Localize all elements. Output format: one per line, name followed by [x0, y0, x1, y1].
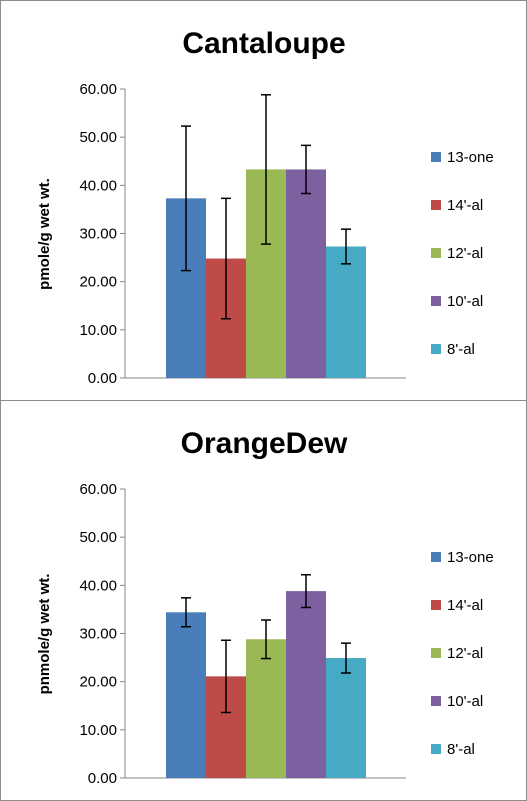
legend-swatch [431, 648, 441, 658]
legend-label: 10'-al [447, 293, 483, 310]
legend-label: 14'-al [447, 197, 483, 214]
chart-panel-cantaloupe: Cantaloupe pmole/g wet wt. 0.00 10.00 20.0… [0, 0, 527, 401]
legend-label: 8'-al [447, 741, 475, 758]
y-tick-label: 10.00 [79, 322, 117, 339]
legend-label: 13-one [447, 149, 494, 166]
y-tick-label: 10.00 [79, 722, 117, 739]
y-tick-label: 30.00 [79, 226, 117, 243]
chart-panel-orangedew: OrangeDew pnmole/g wet wt. 0.00 10.00 20.0… [0, 400, 527, 801]
legend-label: 13-one [447, 549, 494, 566]
bar [166, 612, 206, 778]
bar [286, 169, 326, 378]
y-tick-label: 20.00 [79, 674, 117, 691]
chart-title: OrangeDew [181, 427, 348, 460]
legend-label: 14'-al [447, 597, 483, 614]
legend-swatch [431, 744, 441, 754]
legend-label: 12'-al [447, 645, 483, 662]
legend-swatch [431, 200, 441, 210]
y-tick-label: 20.00 [79, 274, 117, 291]
y-tick-label: 50.00 [79, 529, 117, 546]
y-tick-label: 50.00 [79, 129, 117, 146]
y-tick-label: 40.00 [79, 177, 117, 194]
y-tick-label: 0.00 [88, 370, 117, 387]
bar [246, 639, 286, 778]
legend-swatch [431, 344, 441, 354]
chart-title: Cantaloupe [182, 27, 345, 60]
bar-chart-cantaloupe: Cantaloupe pmole/g wet wt. 0.00 10.00 20.0… [36, 27, 494, 387]
y-axis-label: pnmole/g wet wt. [36, 574, 53, 695]
legend-label: 8'-al [447, 341, 475, 358]
legend-swatch [431, 248, 441, 258]
y-axis-label: pmole/g wet wt. [36, 178, 53, 290]
legend-label: 10'-al [447, 693, 483, 710]
bar-chart-orangedew: OrangeDew pnmole/g wet wt. 0.00 10.00 20.0… [36, 427, 494, 787]
legend-swatch [431, 552, 441, 562]
legend-label: 12'-al [447, 245, 483, 262]
legend-swatch [431, 600, 441, 610]
legend-swatch [431, 152, 441, 162]
bar [286, 591, 326, 778]
bar [326, 658, 366, 778]
y-tick-label: 40.00 [79, 577, 117, 594]
y-tick-label: 30.00 [79, 626, 117, 643]
y-tick-label: 60.00 [79, 481, 117, 498]
legend-swatch [431, 696, 441, 706]
bar [326, 246, 366, 378]
y-tick-label: 0.00 [88, 770, 117, 787]
legend-swatch [431, 296, 441, 306]
y-tick-label: 60.00 [79, 81, 117, 98]
